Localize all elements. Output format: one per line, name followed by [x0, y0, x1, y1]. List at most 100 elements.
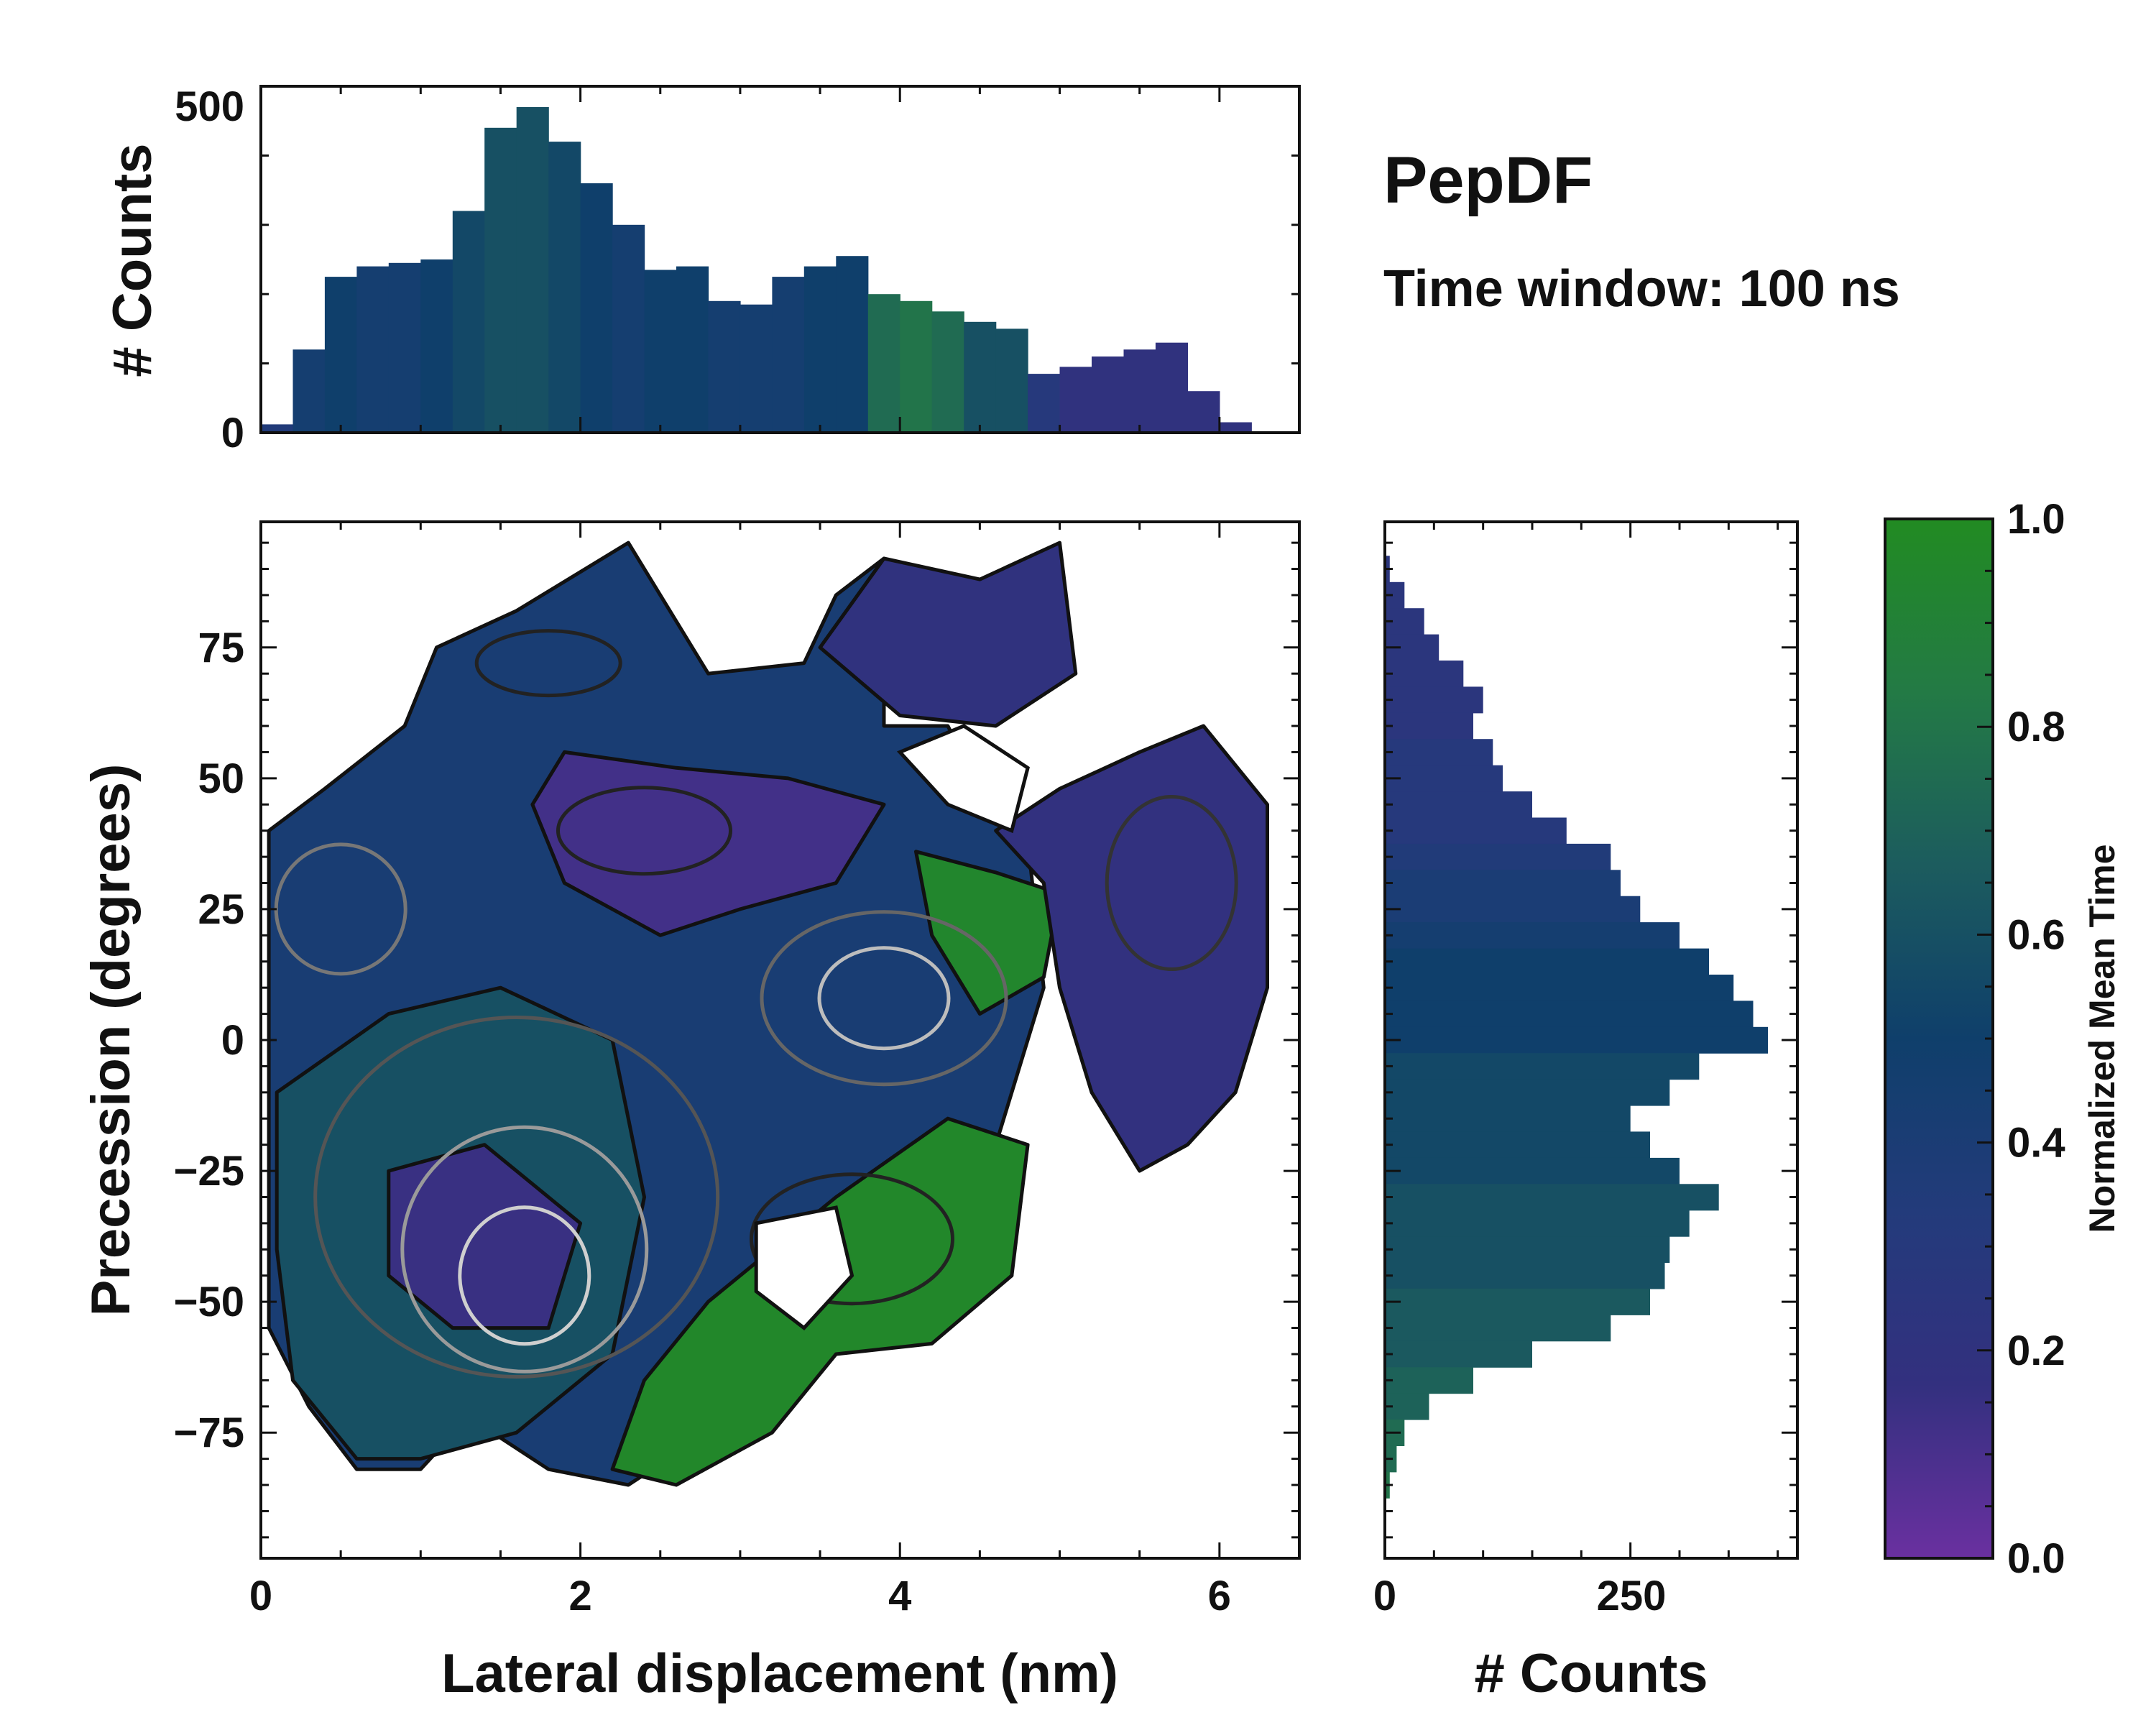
heatmap-ylabel: Precession (degrees) [80, 764, 142, 1317]
xtick-2: 2 [568, 1573, 591, 1619]
top-bar [261, 424, 294, 433]
right-bar [1385, 1053, 1700, 1080]
top-bar [292, 349, 326, 433]
colorbar-label: Normalized Mean Time [2082, 845, 2122, 1233]
right-bar [1385, 686, 1483, 714]
contour-top [474, 629, 622, 698]
contour-green [750, 1172, 954, 1306]
top-bar [772, 277, 805, 433]
region-purple-core [387, 1143, 583, 1330]
top-bar [484, 127, 517, 433]
cbar-tick-0-6: 0.6 [2007, 911, 2065, 958]
heatmap-empty-regions [754, 724, 1030, 1330]
top-bar [580, 183, 613, 433]
heatmap-xtick-labels: 0 2 4 6 [249, 1573, 1231, 1619]
right-bar [1385, 948, 1709, 975]
contour-peak-mid [400, 1125, 649, 1374]
top-bar [324, 277, 357, 433]
right-bar [1385, 1079, 1670, 1106]
right-bar [1385, 1000, 1754, 1028]
top-histogram: 500 0 # Counts [102, 83, 1301, 456]
cbar-tick-1-0: 1.0 [2007, 496, 2065, 543]
top-bar [516, 106, 549, 433]
right-bar [1385, 661, 1464, 687]
right-bar [1385, 1288, 1650, 1315]
top-bar [931, 311, 964, 433]
right-bar [1385, 975, 1734, 1001]
colorbar: 0.0 0.2 0.4 0.6 0.8 1.0 Normalized Mean … [1884, 496, 2122, 1582]
right-bar [1385, 1262, 1665, 1289]
colorbar-tick-labels: 0.0 0.2 0.4 0.6 0.8 1.0 [2007, 496, 2065, 1582]
right-bar [1385, 739, 1493, 766]
top-bar [900, 300, 933, 433]
top-bar [1059, 367, 1092, 433]
right-xtick-250: 250 [1597, 1573, 1667, 1619]
top-bar [644, 270, 677, 433]
hole-upper [896, 724, 1030, 834]
region-purple-upper [530, 750, 886, 937]
main-heatmap: 0 2 4 6 −75 −50 −25 0 25 50 75 Lateral d… [80, 520, 1301, 1704]
top-bar [356, 266, 390, 433]
right-bar [1385, 1026, 1768, 1054]
region-green-upper [914, 850, 1061, 1016]
top-bar [1155, 342, 1188, 433]
xtick-4: 4 [888, 1573, 911, 1619]
heatmap-ticks [259, 522, 1301, 1558]
top-bar [676, 266, 709, 433]
top-bar [1028, 374, 1061, 433]
top-bar [420, 259, 453, 433]
right-xtick-0: 0 [1373, 1573, 1396, 1619]
contour-upper [556, 786, 732, 876]
top-bar [867, 294, 900, 433]
contour-right-outer [760, 910, 1008, 1087]
top-bar [803, 266, 837, 433]
top-bar [836, 256, 869, 433]
right-bar [1385, 1340, 1532, 1368]
top-bar [708, 300, 741, 433]
top-bar [388, 262, 421, 433]
top-bar [995, 328, 1028, 433]
top-bar [548, 142, 581, 433]
right-histogram-xlabel: # Counts [1474, 1643, 1708, 1704]
right-bar [1385, 870, 1621, 897]
ytick-neg25: −25 [174, 1148, 244, 1195]
top-histogram-ticks [259, 85, 1301, 434]
right-bar [1385, 817, 1567, 845]
top-bar [964, 321, 997, 433]
cbar-tick-0-4: 0.4 [2007, 1120, 2065, 1167]
top-bar [612, 224, 645, 433]
ytick-neg50: −50 [174, 1279, 244, 1325]
heatmap-ytick-labels: −75 −50 −25 0 25 50 75 [174, 625, 244, 1456]
cbar-tick-0-2: 0.2 [2007, 1328, 2065, 1374]
top-bar [452, 211, 485, 433]
right-bar [1385, 896, 1641, 923]
right-bar [1385, 843, 1611, 870]
right-bar [1385, 791, 1532, 819]
right-histogram-bars [1385, 556, 1768, 1499]
right-bar [1385, 1105, 1631, 1132]
contour-far-right [1105, 795, 1238, 971]
heatmap-xlabel: Lateral displacement (nm) [441, 1643, 1118, 1704]
contour-peak-inner [458, 1205, 591, 1346]
ytick-50: 50 [198, 755, 244, 802]
top-ytick-500: 500 [175, 83, 244, 130]
ytick-75: 75 [198, 625, 244, 671]
top-bar [1219, 422, 1252, 433]
right-bar [1385, 1157, 1680, 1184]
right-bar [1385, 1315, 1611, 1342]
ytick-neg75: −75 [174, 1409, 244, 1456]
right-bar [1385, 712, 1473, 740]
colorbar-ticks [1977, 518, 1993, 1560]
right-bar [1385, 1236, 1670, 1264]
contour-right-inner [817, 946, 951, 1051]
top-histogram-bars [261, 106, 1252, 433]
right-bar [1385, 1367, 1473, 1394]
right-histogram: 0 250 # Counts [1373, 520, 1799, 1704]
xtick-0: 0 [249, 1573, 272, 1619]
region-purple-top [818, 540, 1078, 728]
figure-subtitle: Time window: 100 ns [1383, 260, 1900, 318]
contour-peak-outer [313, 1016, 720, 1379]
cbar-tick-0-0: 0.0 [2007, 1535, 2065, 1582]
top-bar [1187, 391, 1220, 433]
